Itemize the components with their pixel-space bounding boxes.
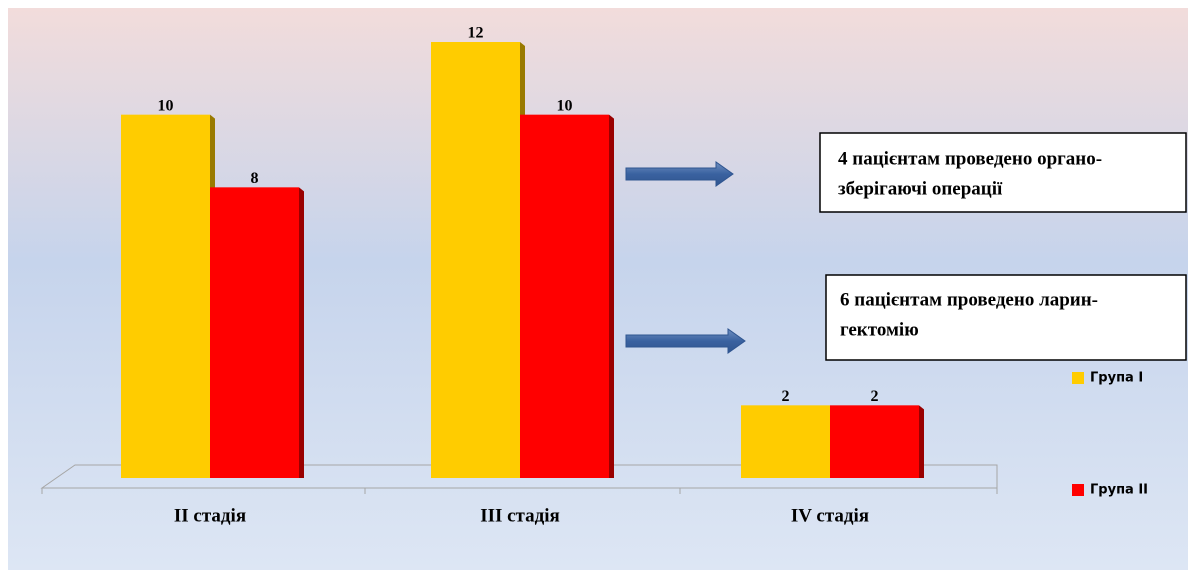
bar-side xyxy=(919,405,924,478)
bar xyxy=(431,42,520,478)
bar xyxy=(520,114,609,479)
annotation-text: 6 пацієнтам проведено ларин- xyxy=(840,289,1098,310)
annotation-text: гектомію xyxy=(840,319,919,340)
arrow xyxy=(625,328,746,354)
annotation-text: 4 пацієнтам проведено органо- xyxy=(838,148,1102,169)
x-tick-label: III стадія xyxy=(480,505,560,526)
value-label: 2 xyxy=(782,388,790,405)
value-label: 2 xyxy=(871,388,879,405)
x-tick-label: II стадія xyxy=(174,505,246,526)
x-tick-label: IV стадія xyxy=(791,505,869,526)
bar-side xyxy=(609,114,614,479)
legend-swatch xyxy=(1072,484,1084,496)
value-label: 10 xyxy=(557,97,573,114)
value-label: 10 xyxy=(158,97,174,114)
floor xyxy=(40,464,998,489)
arrow xyxy=(625,161,734,187)
bar xyxy=(121,114,210,479)
legend-label: Група I xyxy=(1090,371,1143,386)
bar xyxy=(830,405,919,478)
value-label: 12 xyxy=(468,25,484,42)
bar-side xyxy=(299,187,304,479)
legend-label: Група II xyxy=(1090,483,1148,498)
annotation-text: зберігаючі операції xyxy=(838,178,1003,199)
legend-swatch xyxy=(1072,372,1084,384)
value-label: 8 xyxy=(251,170,259,187)
annotation-box xyxy=(825,274,1187,361)
annotation-box xyxy=(819,132,1187,213)
bar xyxy=(210,187,299,479)
bar xyxy=(741,405,830,478)
